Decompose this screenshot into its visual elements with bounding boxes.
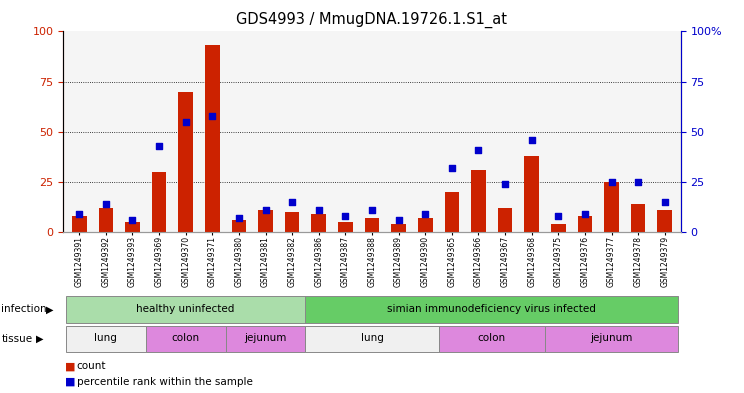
Point bbox=[73, 211, 85, 217]
Point bbox=[153, 143, 165, 149]
Text: ▶: ▶ bbox=[36, 334, 44, 344]
Point bbox=[260, 207, 272, 213]
Bar bbox=[338, 222, 353, 232]
Bar bbox=[498, 208, 513, 232]
Bar bbox=[306, 326, 438, 352]
Text: colon: colon bbox=[172, 333, 199, 343]
Text: ■: ■ bbox=[65, 377, 76, 387]
Bar bbox=[231, 220, 246, 232]
Bar bbox=[438, 326, 545, 352]
Bar bbox=[66, 296, 306, 323]
Bar bbox=[205, 46, 219, 232]
Text: lung: lung bbox=[94, 333, 118, 343]
Bar bbox=[551, 224, 565, 232]
Bar bbox=[365, 218, 379, 232]
Bar bbox=[125, 222, 140, 232]
Point bbox=[579, 211, 591, 217]
Bar bbox=[98, 208, 113, 232]
Text: GDS4993 / MmugDNA.19726.1.S1_at: GDS4993 / MmugDNA.19726.1.S1_at bbox=[237, 12, 507, 28]
Text: count: count bbox=[77, 361, 106, 371]
Text: healthy uninfected: healthy uninfected bbox=[136, 304, 235, 314]
Bar bbox=[146, 326, 225, 352]
Bar bbox=[418, 218, 432, 232]
Bar bbox=[471, 170, 486, 232]
Text: infection: infection bbox=[1, 305, 47, 314]
Bar bbox=[312, 214, 326, 232]
Point bbox=[180, 118, 192, 125]
Bar bbox=[577, 216, 592, 232]
Point bbox=[126, 217, 138, 223]
Bar bbox=[225, 326, 306, 352]
Point bbox=[393, 217, 405, 223]
Point bbox=[472, 147, 484, 153]
Point bbox=[526, 136, 538, 143]
Text: colon: colon bbox=[478, 333, 506, 343]
Point bbox=[233, 215, 245, 221]
Bar bbox=[285, 212, 300, 232]
Text: percentile rank within the sample: percentile rank within the sample bbox=[77, 377, 252, 387]
Text: lung: lung bbox=[361, 333, 383, 343]
Point bbox=[552, 213, 564, 219]
Bar bbox=[306, 296, 678, 323]
Point bbox=[446, 165, 458, 171]
Bar bbox=[152, 172, 167, 232]
Bar bbox=[72, 216, 86, 232]
Point bbox=[339, 213, 351, 219]
Bar bbox=[525, 156, 539, 232]
Bar bbox=[604, 182, 619, 232]
Bar bbox=[258, 210, 273, 232]
Bar bbox=[444, 192, 459, 232]
Point bbox=[606, 178, 618, 185]
Bar bbox=[658, 210, 672, 232]
Point bbox=[312, 207, 324, 213]
Point bbox=[100, 201, 112, 207]
Text: tissue: tissue bbox=[1, 334, 33, 344]
Text: jejunum: jejunum bbox=[591, 333, 632, 343]
Text: jejunum: jejunum bbox=[244, 333, 286, 343]
Point bbox=[499, 181, 511, 187]
Point bbox=[366, 207, 378, 213]
Point bbox=[420, 211, 432, 217]
Bar bbox=[391, 224, 406, 232]
Bar bbox=[545, 326, 678, 352]
Point bbox=[286, 198, 298, 205]
Point bbox=[659, 198, 671, 205]
Text: ▶: ▶ bbox=[46, 305, 54, 314]
Point bbox=[632, 178, 644, 185]
Point bbox=[206, 112, 218, 119]
Text: simian immunodeficiency virus infected: simian immunodeficiency virus infected bbox=[388, 304, 596, 314]
Bar bbox=[66, 326, 146, 352]
Bar bbox=[631, 204, 646, 232]
Bar bbox=[179, 92, 193, 232]
Text: ■: ■ bbox=[65, 361, 76, 371]
